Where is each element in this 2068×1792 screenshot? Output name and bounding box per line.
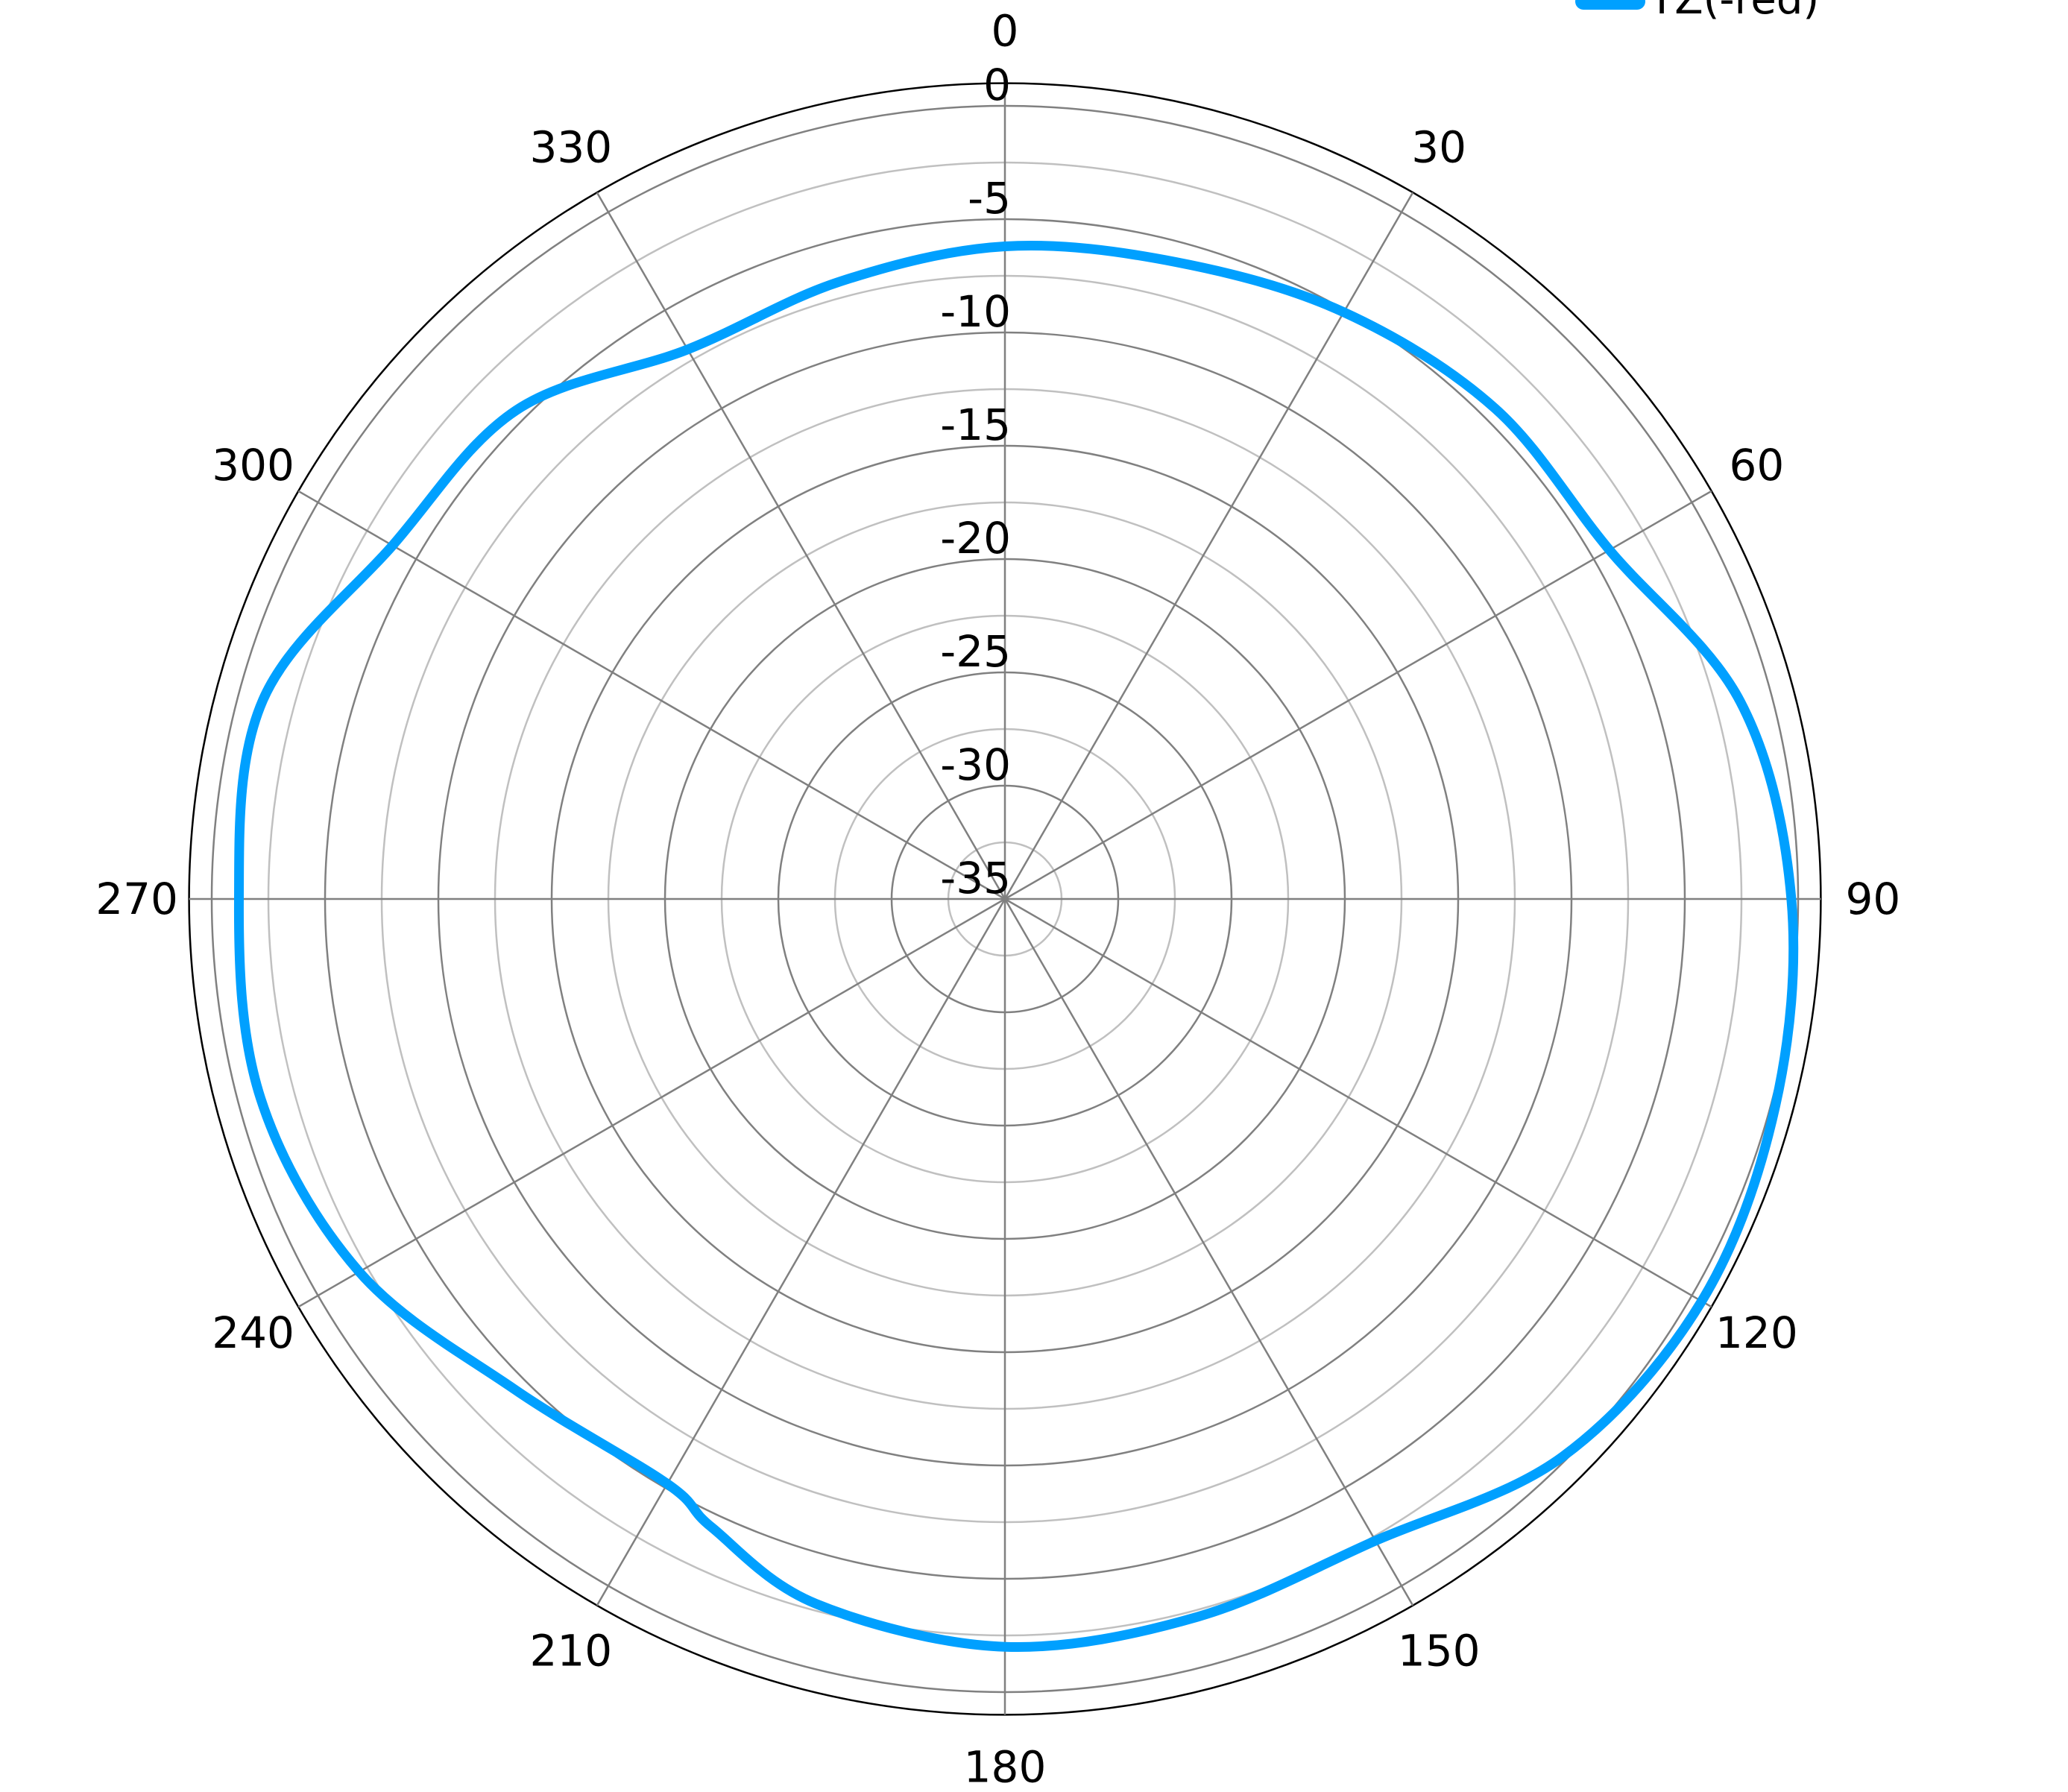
radial-tick-label: 0: [983, 60, 1011, 110]
angle-spoke: [1004, 490, 1712, 900]
angle-tick-label: 60: [1729, 440, 1784, 490]
angle-spoke: [1003, 192, 1414, 900]
angle-tick-label: 30: [1411, 122, 1466, 173]
radial-tick-label: -5: [968, 173, 1011, 224]
radial-tick-label: -20: [940, 513, 1011, 564]
angle-tick-label: 180: [964, 1741, 1047, 1792]
angle-tick-label: 0: [992, 6, 1019, 57]
angle-tick-label: 90: [1845, 874, 1900, 924]
angle-tick-label: 210: [529, 1625, 612, 1676]
radial-tick-label: -30: [940, 739, 1011, 790]
radial-tick-label: -25: [940, 626, 1011, 677]
legend-label: YZ(-red): [1648, 0, 1819, 24]
angle-spoke: [1004, 897, 1712, 1308]
angle-tick-labels: 0 30 60 90 120 150 180 210 240 270 300 330: [95, 6, 1900, 1792]
angle-spoke: [596, 898, 1006, 1606]
angle-spoke: [1003, 898, 1414, 1606]
radial-tick-label: -15: [940, 400, 1011, 450]
angle-spoke: [596, 192, 1006, 900]
series-line: [233, 241, 1799, 1652]
angle-tick-label: 330: [529, 122, 612, 173]
radial-tick-labels: 0 -5 -10 -15 -20 -25 -30 -35: [940, 60, 1011, 903]
radial-tick-label: -10: [940, 286, 1011, 337]
legend: YZ(-red): [1575, 0, 1819, 24]
angle-tick-label: 120: [1715, 1307, 1798, 1358]
radial-tick-label: -35: [940, 853, 1011, 903]
angle-tick-label: 300: [212, 440, 294, 490]
angle-tick-label: 150: [1398, 1625, 1481, 1676]
angle-tick-label: 240: [212, 1307, 294, 1358]
angle-spoke: [297, 897, 1006, 1308]
series-layer: [233, 241, 1799, 1652]
angle-tick-label: 270: [95, 874, 178, 924]
angle-spoke: [297, 490, 1006, 900]
